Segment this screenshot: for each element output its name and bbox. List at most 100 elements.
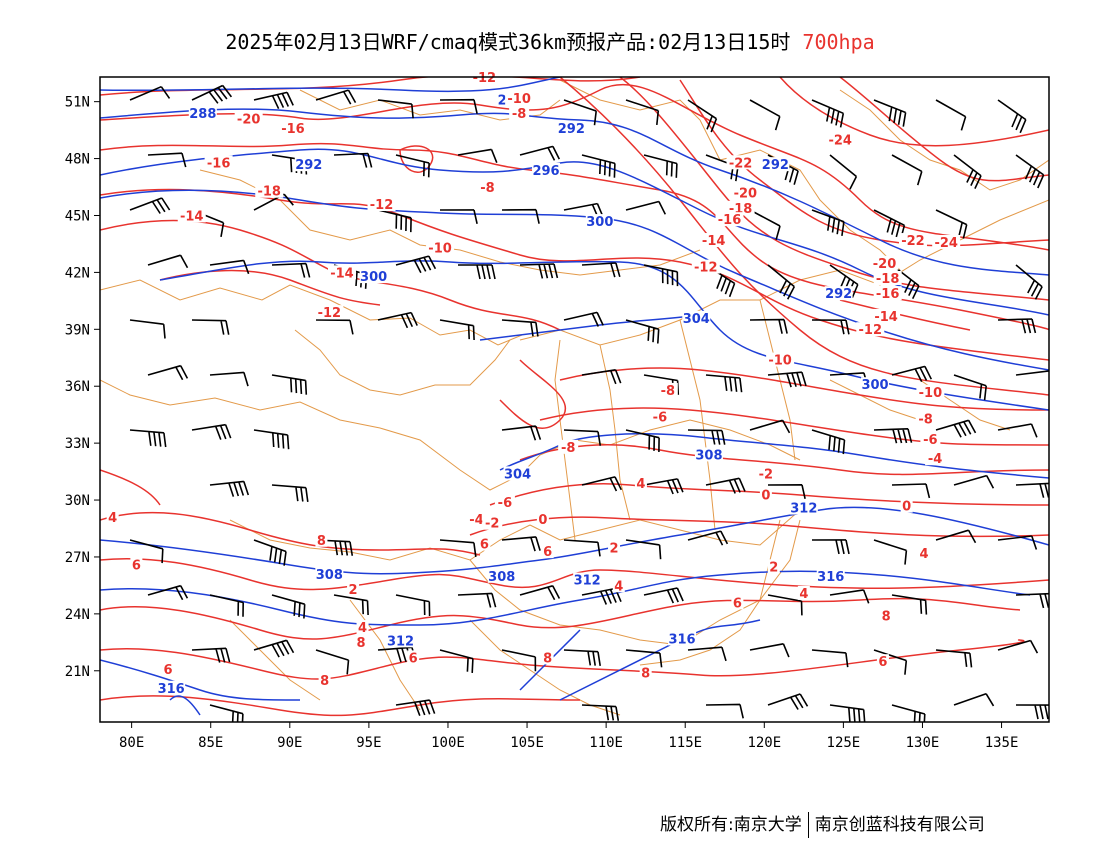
- temperature-contour-label-bg: [766, 352, 795, 367]
- height-contour-label: 300: [360, 270, 387, 285]
- temperature-contour-label: 8: [543, 651, 552, 666]
- temperature-contour-label-bg: [315, 532, 328, 547]
- height-line: [169, 695, 201, 716]
- temperature-contour-label: -16: [876, 287, 900, 302]
- border-line: [679, 319, 716, 531]
- height-contour-label: 304: [683, 312, 710, 327]
- wind-barb: [767, 371, 807, 388]
- border-line: [599, 344, 631, 521]
- wind-barb: [253, 639, 295, 658]
- wind-barb: [147, 364, 189, 381]
- wind-barb: [953, 474, 995, 489]
- wind-barb: [271, 484, 309, 503]
- height-contour-label-bg: [761, 157, 790, 172]
- wind-barb: [749, 318, 788, 334]
- wind-barb: [625, 99, 660, 125]
- plot-frame: [99, 76, 1050, 723]
- temperature-contour-label: -12: [859, 323, 883, 338]
- wind-barb: [997, 318, 1037, 334]
- temperature-contour-label: -4: [928, 452, 942, 467]
- wind-barb: [439, 209, 478, 224]
- temperature-contour-label-bg: [318, 673, 331, 688]
- height-line: [100, 570, 1031, 626]
- longitude-axis: 80E 85E 90E 95E 100E 105E 110E 115E 120E 125E 130E…: [119, 722, 1018, 751]
- wind-barb: [829, 704, 866, 722]
- wind-barb: [811, 209, 845, 237]
- border-line: [539, 419, 801, 461]
- wind-barb: [997, 423, 1038, 438]
- wind-barb: [129, 85, 171, 101]
- height-contour-label: 312: [790, 502, 817, 517]
- wind-barb: [457, 592, 497, 608]
- wind-barb: [563, 649, 601, 667]
- wind-barb: [439, 539, 477, 558]
- lat-tick-label: 51N: [65, 95, 90, 111]
- temperature-contour-label-bg: [873, 270, 902, 285]
- temperature-contour-label-bg: [536, 511, 549, 526]
- temperature-contour-label: 6: [543, 545, 552, 560]
- wind-barb: [253, 429, 290, 450]
- wind-barb: [209, 259, 250, 275]
- isotherm-line: [100, 511, 481, 556]
- wind-barb: [458, 264, 496, 280]
- temperature-contour-label: -10: [428, 242, 452, 257]
- isotherm-line: [100, 142, 1049, 331]
- wind-barb: [1015, 264, 1043, 300]
- wind-barb: [253, 539, 287, 566]
- temperature-contour-label: -12: [473, 71, 497, 86]
- temperature-contour-label-bg: [797, 585, 810, 600]
- height-contour-label: 288: [189, 107, 216, 122]
- wind-barb: [625, 539, 662, 560]
- wind-barb: [377, 99, 414, 119]
- temperature-contour-label-bg: [356, 620, 369, 635]
- temperature-contour-label: -6: [653, 410, 667, 425]
- lon-tick-label: 95E: [356, 735, 381, 751]
- temperature-contour-label: -24: [828, 134, 852, 149]
- temperature-contour-label: 6: [409, 651, 418, 666]
- height-contour-label-bg: [503, 466, 532, 481]
- wind-barb: [935, 419, 977, 438]
- wind-barb: [581, 154, 616, 178]
- temperature-label-layer: -12-10-8-20-16-16-18-12-8-14-10-14-12-24…: [106, 69, 961, 689]
- temperature-contour-label-bg: [407, 650, 420, 665]
- temperature-contour-label: -18: [257, 185, 281, 200]
- temperature-contour-label-bg: [920, 432, 941, 447]
- border-line: [829, 379, 921, 421]
- wind-barb: [147, 152, 187, 168]
- wind-barb: [1015, 154, 1045, 189]
- height-contour-label-bg: [682, 310, 711, 325]
- height-line: [100, 108, 1049, 276]
- temperature-contour-label: -4: [469, 513, 483, 528]
- height-contour-label-bg: [668, 631, 697, 646]
- title-main: 2025年02月13日WRF/cmaq模式36km预报产品:02月13日15时: [225, 30, 791, 54]
- temperature-contour-label: -12: [694, 261, 718, 276]
- wind-barb: [873, 649, 908, 675]
- height-contour-label-bg: [789, 500, 818, 515]
- wind-barb: [315, 319, 354, 335]
- wind-barb: [209, 371, 249, 387]
- wind-barb: [997, 639, 1039, 654]
- temperature-contour-label: 6: [878, 655, 887, 670]
- wind-barb: [891, 365, 933, 383]
- temperature-contour-label: -14: [330, 266, 354, 281]
- wind-barb: [935, 529, 977, 544]
- temperature-contour-label: -16: [281, 122, 305, 137]
- temperature-contour-label: 0: [761, 488, 770, 503]
- border-line: [229, 619, 321, 701]
- temperature-contour-label-bg: [699, 233, 728, 248]
- wind-barb: [129, 429, 167, 448]
- wind-barb: [439, 649, 474, 673]
- wind-barb: [811, 649, 849, 668]
- temperature-contour-label-bg: [482, 515, 503, 530]
- title-level: 700hpa: [802, 30, 875, 54]
- temperature-contour-label: -10: [919, 386, 943, 401]
- wind-barb: [687, 99, 718, 133]
- temperature-contour-label-bg: [106, 510, 119, 525]
- temperature-contour-label: -18: [876, 272, 900, 287]
- wind-barb: [625, 429, 660, 453]
- wind-barb: [563, 429, 602, 446]
- height-contour-label-bg: [157, 680, 186, 695]
- height-contour-label-bg: [532, 162, 561, 177]
- border-line: [469, 619, 621, 716]
